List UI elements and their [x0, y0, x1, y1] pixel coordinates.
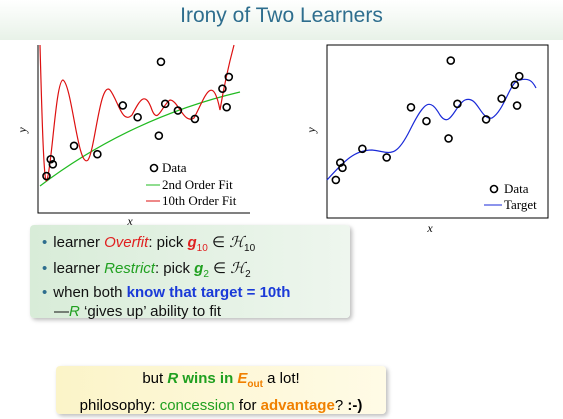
x-label: x [126, 214, 133, 228]
data-point [46, 154, 56, 164]
bullet: • learner Restrict: pick g2 ∈ ℋ2 [42, 260, 251, 280]
title: Irony of Two Learners [180, 4, 383, 27]
plot-right: x y Data Target [304, 44, 549, 235]
data-point [446, 56, 456, 65]
data-point [156, 57, 166, 67]
data-point [118, 101, 128, 110]
data-point [497, 94, 506, 103]
data-point [190, 114, 200, 124]
legend-label: 2nd Order Fit [162, 177, 233, 192]
data-point [422, 116, 431, 126]
data-point [444, 134, 453, 143]
data-point [338, 163, 347, 173]
data-point [224, 72, 234, 82]
data-point [218, 84, 227, 93]
title-band [0, 0, 563, 40]
data-point [69, 141, 79, 151]
data-point [382, 153, 391, 162]
data-point [154, 131, 164, 141]
y-label: y [304, 127, 318, 134]
data-point [335, 158, 345, 167]
bullet-box: • learner Overfit: pick g10 ∈ ℋ10 • learne… [30, 225, 350, 320]
data-point [331, 175, 341, 185]
axes [37, 45, 250, 214]
data-point [222, 102, 231, 112]
data-point [133, 112, 142, 122]
note-box: but R wins in Eout a lot! philosophy: co… [56, 366, 386, 414]
frame [326, 44, 549, 219]
data-point [173, 106, 183, 115]
x-label: x [426, 221, 433, 235]
y-label: y [15, 127, 29, 134]
data-point [358, 144, 367, 154]
bullet: • learner Overfit: pick g10 ∈ ℋ10 [42, 234, 256, 254]
legend-label: 10th Order Fit [162, 193, 237, 208]
data-point [406, 102, 416, 112]
data-point [512, 101, 522, 110]
fit-10th [39, 44, 235, 182]
legend-marker [489, 184, 499, 194]
legend-label: Data [504, 181, 529, 196]
legend-marker [149, 163, 159, 173]
target [326, 78, 537, 181]
legend-label: Target [504, 197, 537, 212]
data-point [453, 99, 462, 109]
fit-2nd [39, 91, 241, 187]
data-point [481, 115, 491, 124]
data-point [160, 99, 170, 109]
data-point [514, 71, 524, 81]
data-point [510, 80, 520, 90]
data-point [42, 171, 51, 181]
bullet: • when both know that target = 10th —R ‘gi… [42, 284, 291, 320]
data-point [48, 159, 58, 169]
legend-label: Data [162, 160, 187, 175]
plot-left: x y Data 2nd Order Fit 10th Order Fit [15, 44, 250, 228]
data-point [93, 149, 102, 159]
